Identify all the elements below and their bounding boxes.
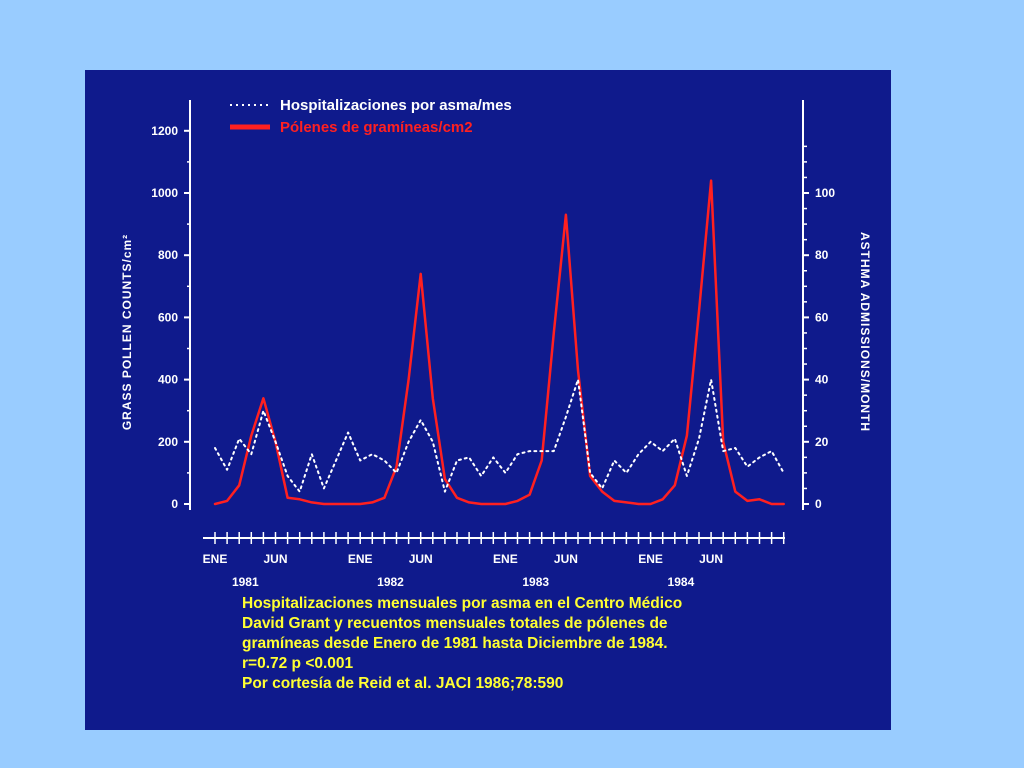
x-month-label: ENE [348,552,373,566]
y-left-tick-label: 600 [158,310,178,324]
y-right-tick-label: 60 [815,310,829,324]
x-year-label: 1983 [522,575,549,589]
y-right-tick-label: 100 [815,186,835,200]
x-month-label: ENE [203,552,228,566]
y-right-tick-label: 20 [815,435,829,449]
legend-label: Pólenes de gramíneas/cm2 [280,119,473,136]
y-right-tick-label: 0 [815,497,822,511]
series-line-grass-pollen [213,179,785,506]
y-left-tick-label: 400 [158,373,178,387]
y-right-tick-label: 40 [815,373,829,387]
y-left-tick-label: 0 [171,497,178,511]
y-left-tick-label: 1000 [151,186,178,200]
caption-line-2: David Grant y recuentos mensuales totale… [242,615,668,632]
y-left-tick-label: 1200 [151,124,178,138]
x-year-label: 1981 [232,575,259,589]
figure-caption: Hospitalizaciones mensuales por asma en … [242,594,842,694]
y-right-axis-title: ASTHMA ADMISSIONS/MONTH [858,232,872,432]
y-left-tick-label: 800 [158,248,178,262]
legend-label: Hospitalizaciones por asma/mes [280,97,512,114]
caption-line-4: r=0.72 p <0.001 [242,655,354,672]
series-line-asthma-admissions [214,378,785,493]
y-right-tick-label: 80 [815,248,829,262]
caption-line-3: gramíneas desde Enero de 1981 hasta Dici… [242,635,668,652]
x-month-label: JUN [263,552,287,566]
chart: 0 200 400 600 800 1000 1200 0 20 40 60 80 100 GRASS P… [120,97,872,589]
caption-line-1: Hospitalizaciones mensuales por asma en … [242,595,683,612]
y-left-axis-title: GRASS POLLEN COUNTS/cm² [120,234,134,430]
x-month-label: JUN [409,552,433,566]
x-year-label: 1982 [377,575,404,589]
caption-line-5: Por cortesía de Reid et al. JACI 1986;78… [242,675,564,692]
x-month-label: JUN [699,552,723,566]
slide-panel: 0 200 400 600 800 1000 1200 0 20 40 60 80 100 GRASS P… [85,70,891,730]
y-left-tick-label: 200 [158,435,178,449]
x-month-label: ENE [638,552,663,566]
x-month-label: JUN [554,552,578,566]
x-year-label: 1984 [668,575,695,589]
x-month-label: ENE [493,552,518,566]
